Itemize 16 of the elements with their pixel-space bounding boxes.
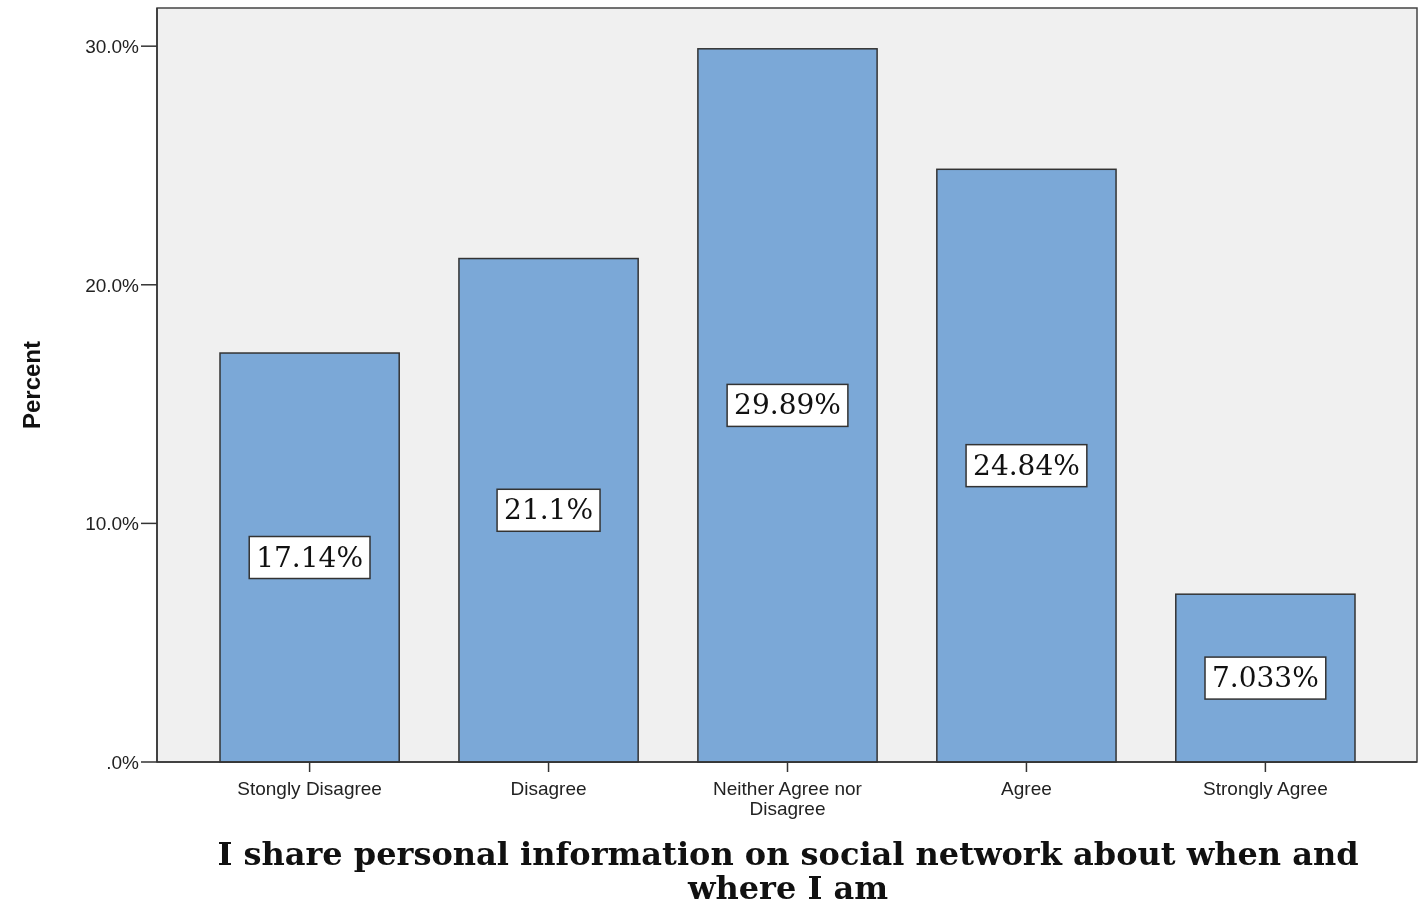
data-label: 29.89% (734, 388, 841, 422)
x-tick-label: Neither Agree nor Disagree (713, 778, 863, 819)
x-tick-label: Agree (1001, 778, 1052, 799)
data-label: 24.84% (973, 448, 1080, 482)
y-tick-label: 10.0% (85, 513, 140, 535)
y-tick-label: 20.0% (85, 274, 140, 296)
x-tick-label: Disagree (510, 778, 587, 799)
data-label: 7.033% (1212, 661, 1319, 695)
x-tick-label: Strongly Agree (1203, 778, 1328, 799)
data-label: 17.14% (256, 540, 363, 574)
y-axis-title: Percent (18, 340, 45, 430)
x-axis-title: I share personal information on social network about when and where I am (217, 835, 1359, 904)
x-tick-label: Stongly Disagree (237, 778, 382, 799)
data-label: 21.1% (504, 493, 594, 527)
y-tick-label: .0% (106, 752, 140, 773)
y-tick-label: 30.0% (85, 36, 140, 58)
